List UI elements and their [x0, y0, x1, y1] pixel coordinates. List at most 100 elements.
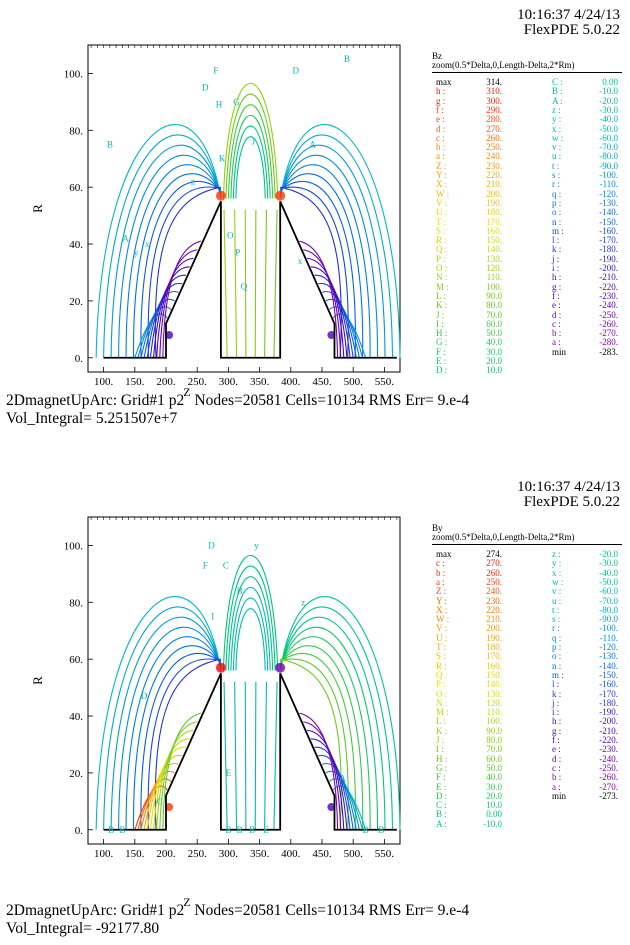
contour-label: B [378, 825, 384, 835]
legend-entry-value: 170. [486, 216, 502, 227]
legend-entry-value: 130. [486, 253, 502, 264]
legend-entry-value: 40.0 [486, 772, 502, 783]
contour-line [110, 144, 222, 358]
footer-superscript: Z [183, 895, 191, 909]
legend-entry-value: 250. [486, 142, 502, 153]
legend-entry-label: p : [552, 197, 562, 208]
footer-integral: Vol_Integral= -92177.80 [6, 920, 160, 937]
legend-zoom: zoom(0.5*Delta,0,Length-Delta,2*Rm) [432, 60, 575, 70]
x-tick-label: 150. [125, 376, 145, 388]
contour-line [244, 681, 247, 830]
contour-label: C [157, 796, 163, 806]
legend-entry-label: h : [552, 272, 562, 283]
contour-line [235, 136, 266, 199]
contour-hotspot [165, 331, 174, 340]
legend-entry-label: N : [436, 272, 448, 283]
legend-entry-value: 200. [486, 188, 502, 199]
legend-entry-label: E : [436, 356, 447, 366]
contour-label: A [309, 140, 316, 150]
x-tick-label: 200. [156, 848, 176, 860]
legend-entry-value: -40.0 [599, 114, 618, 125]
legend-entry-value: -110. [599, 179, 618, 190]
legend-entry-value: 160. [486, 225, 502, 236]
footer-stats: Nodes=20581 Cells=10134 RMS Err= 9.e-4 [190, 902, 470, 919]
legend-entry-label: max [436, 77, 452, 87]
x-tick-label: 300. [219, 376, 239, 388]
contour-label: B [119, 825, 125, 835]
legend-entry-label: f : [552, 290, 560, 301]
y-tick-label: 100. [64, 68, 84, 80]
legend-entry-label: F : [436, 346, 446, 357]
legend-entry-value: 30.0 [486, 781, 502, 792]
contour-label: E [263, 825, 269, 835]
contour-line [306, 257, 345, 358]
legend-entry-value: 90.0 [486, 290, 502, 301]
legend-entry-value: 180. [486, 642, 502, 652]
legend-entry-value: 60.0 [486, 318, 502, 329]
stamp-version: FlexPDE 5.0.22 [523, 494, 620, 510]
y-tick-label: 100. [64, 540, 84, 552]
legend-entry-label: E : [436, 781, 447, 792]
legend-entry-value: 110. [486, 707, 502, 718]
contour-label: F [203, 560, 208, 570]
legend-entry-value: -20.0 [599, 549, 618, 559]
contour-label: Q [241, 282, 248, 292]
contour-line [125, 636, 222, 830]
legend-entry-label: n : [552, 216, 562, 227]
x-tick-label: 100. [94, 848, 114, 860]
contour-label: z [286, 182, 290, 192]
legend-entry-value: -140. [599, 207, 618, 218]
legend-entry-label: min [552, 790, 567, 801]
contour-label: B [344, 54, 350, 64]
x-tick-label: 500. [344, 848, 364, 860]
legend-entry-label: o : [552, 651, 562, 662]
legend-entry-value: -20.0 [599, 95, 618, 106]
contour-label: B [107, 140, 113, 150]
contour-line [103, 606, 222, 830]
contour-line [299, 712, 339, 830]
legend-entry-label: B : [552, 86, 563, 97]
legend-entry-label: D : [436, 790, 448, 801]
contour-label: B [237, 825, 243, 835]
legend-entry-value: 150. [486, 669, 502, 680]
legend-entry-value: 240. [486, 151, 502, 162]
legend-entry-label: L : [436, 716, 446, 727]
legend-entry-value: 40.0 [486, 337, 502, 348]
legend-entry-label: u : [552, 151, 562, 162]
contour-hotspot [327, 331, 336, 340]
x-tick-label: 450. [312, 376, 332, 388]
legend-entry-value: -160. [599, 679, 618, 690]
contour-label: B [225, 825, 231, 835]
legend-entry-value: 10.0 [486, 365, 502, 376]
contour-line [280, 658, 349, 830]
legend-entry-label: U : [436, 207, 448, 218]
legend-entry-value: -30.0 [599, 558, 618, 569]
x-tick-label: 500. [344, 376, 364, 388]
contour-hotspot [215, 662, 226, 673]
x-tick-label: 400. [281, 376, 301, 388]
legend-entry-label: G : [436, 762, 448, 773]
legend-entry-value: 260. [486, 132, 502, 143]
contour-line [156, 729, 194, 830]
legend-entry-value: -170. [599, 688, 618, 699]
timestamp-stamp: 10:16:37 4/24/13 FlexPDE 5.0.22 [517, 480, 620, 510]
footer-title: 2DmagnetUpArc: Grid#1 p2 [6, 392, 185, 409]
y-tick-label: 40. [69, 711, 83, 723]
y-tick-label: 80. [69, 125, 83, 137]
contour-hotspot [165, 803, 174, 812]
contour-line [279, 164, 371, 358]
legend-entry-label: N : [436, 697, 448, 708]
contour-line [273, 681, 278, 830]
legend-variable: By [432, 523, 443, 533]
legend-entry-label: D : [436, 365, 448, 376]
contour-line [162, 240, 202, 358]
legend-entry-label: H : [436, 328, 448, 339]
legend-entry-value: 190. [486, 632, 502, 643]
legend-entry-value: 310. [486, 86, 502, 97]
legend-entry-label: p : [552, 642, 562, 652]
legend-entry-value: 220. [486, 170, 502, 180]
legend-entry-label: I : [436, 318, 444, 329]
legend-entry-value: -50.0 [599, 123, 618, 134]
legend-entry-value: 130. [486, 688, 502, 699]
legend-entry-label: C : [552, 77, 563, 87]
